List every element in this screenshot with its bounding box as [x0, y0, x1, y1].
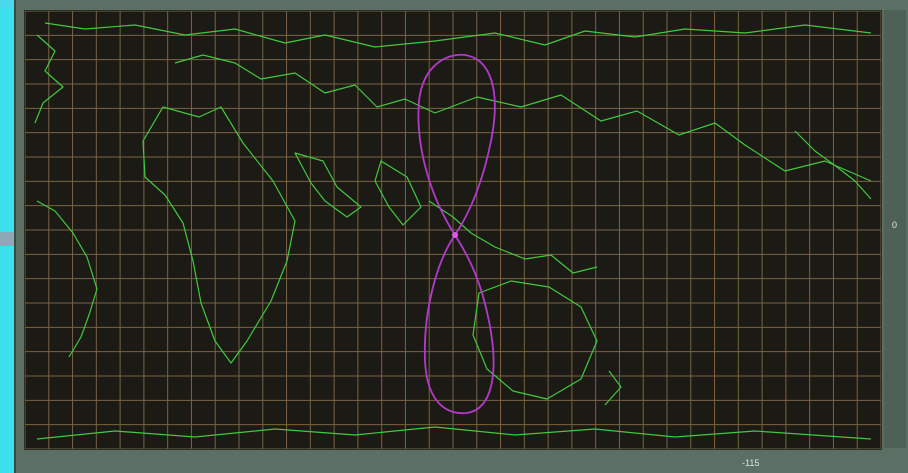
longitude-label: -115 [742, 458, 760, 468]
arctic-coastline [44, 22, 872, 48]
alaska-coastline [794, 130, 872, 200]
satellite-marker [452, 232, 458, 238]
southeast-asia-coastline [428, 200, 598, 274]
antarctica-coastline [36, 426, 872, 440]
world-map[interactable] [25, 11, 881, 449]
south-america-coastline [36, 200, 98, 358]
north-america-coastline [34, 34, 64, 124]
new-zealand-coastline [604, 370, 622, 406]
australia-coastline [472, 280, 598, 400]
map-viewer-window: 0 -115 [14, 0, 908, 473]
latitude-label: 0 [892, 220, 898, 230]
coastlines [34, 22, 872, 440]
africa-coastline [142, 106, 296, 364]
india-coastline [374, 160, 422, 226]
map-grid [25, 11, 881, 449]
side-panel [884, 10, 906, 448]
world-map-panel[interactable] [24, 10, 882, 450]
europe-coastline [174, 54, 436, 114]
middle-east-coastline [294, 152, 362, 218]
asia-coastline [434, 94, 872, 182]
